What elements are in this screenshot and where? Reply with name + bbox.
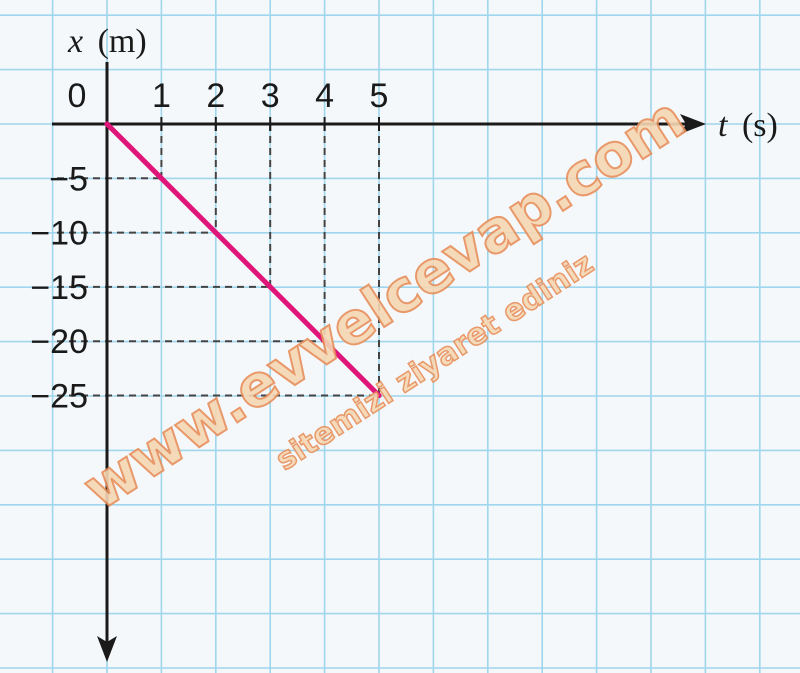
x-tick-label: 2 (206, 77, 225, 115)
series-line (104, 121, 382, 398)
y-tick-label: −20 (30, 323, 88, 361)
x-axis-variable: t (718, 107, 729, 144)
x-axis-label: t (s) (718, 107, 778, 144)
x-tick-label: 4 (315, 77, 334, 115)
x-axis-arrow (680, 114, 706, 134)
data-point (322, 338, 328, 344)
x-tick-label: 1 (152, 77, 171, 115)
origin-label: 0 (68, 77, 87, 115)
data-point (267, 284, 273, 290)
y-tick-label: −25 (30, 378, 88, 416)
data-point (376, 392, 382, 399)
x-axis-unit: (s) (742, 107, 778, 144)
data-point (158, 175, 164, 181)
y-tick-label: −15 (30, 269, 88, 307)
axes (52, 62, 706, 662)
y-tick-label: −10 (30, 215, 88, 253)
y-axis-unit: (m) (98, 23, 147, 60)
x-tick-label: 3 (261, 77, 280, 115)
tick-labels: 0 1 2 3 4 5 −5 −10 −15 −20 −25 (30, 77, 388, 416)
guide-lines (57, 124, 380, 397)
data-point (213, 230, 219, 236)
x-tick-label: 5 (370, 77, 389, 115)
series-group (104, 121, 382, 399)
y-axis-arrow (97, 636, 117, 662)
y-axis-label: x (m) (67, 23, 147, 60)
y-axis-variable: x (67, 23, 83, 60)
y-tick-label: −5 (49, 160, 88, 198)
watermark-url: www.evvelcevap.com (71, 84, 697, 523)
watermark: www.evvelcevap.com sitemizi ziyaret edin… (70, 83, 698, 524)
data-point (104, 121, 110, 127)
